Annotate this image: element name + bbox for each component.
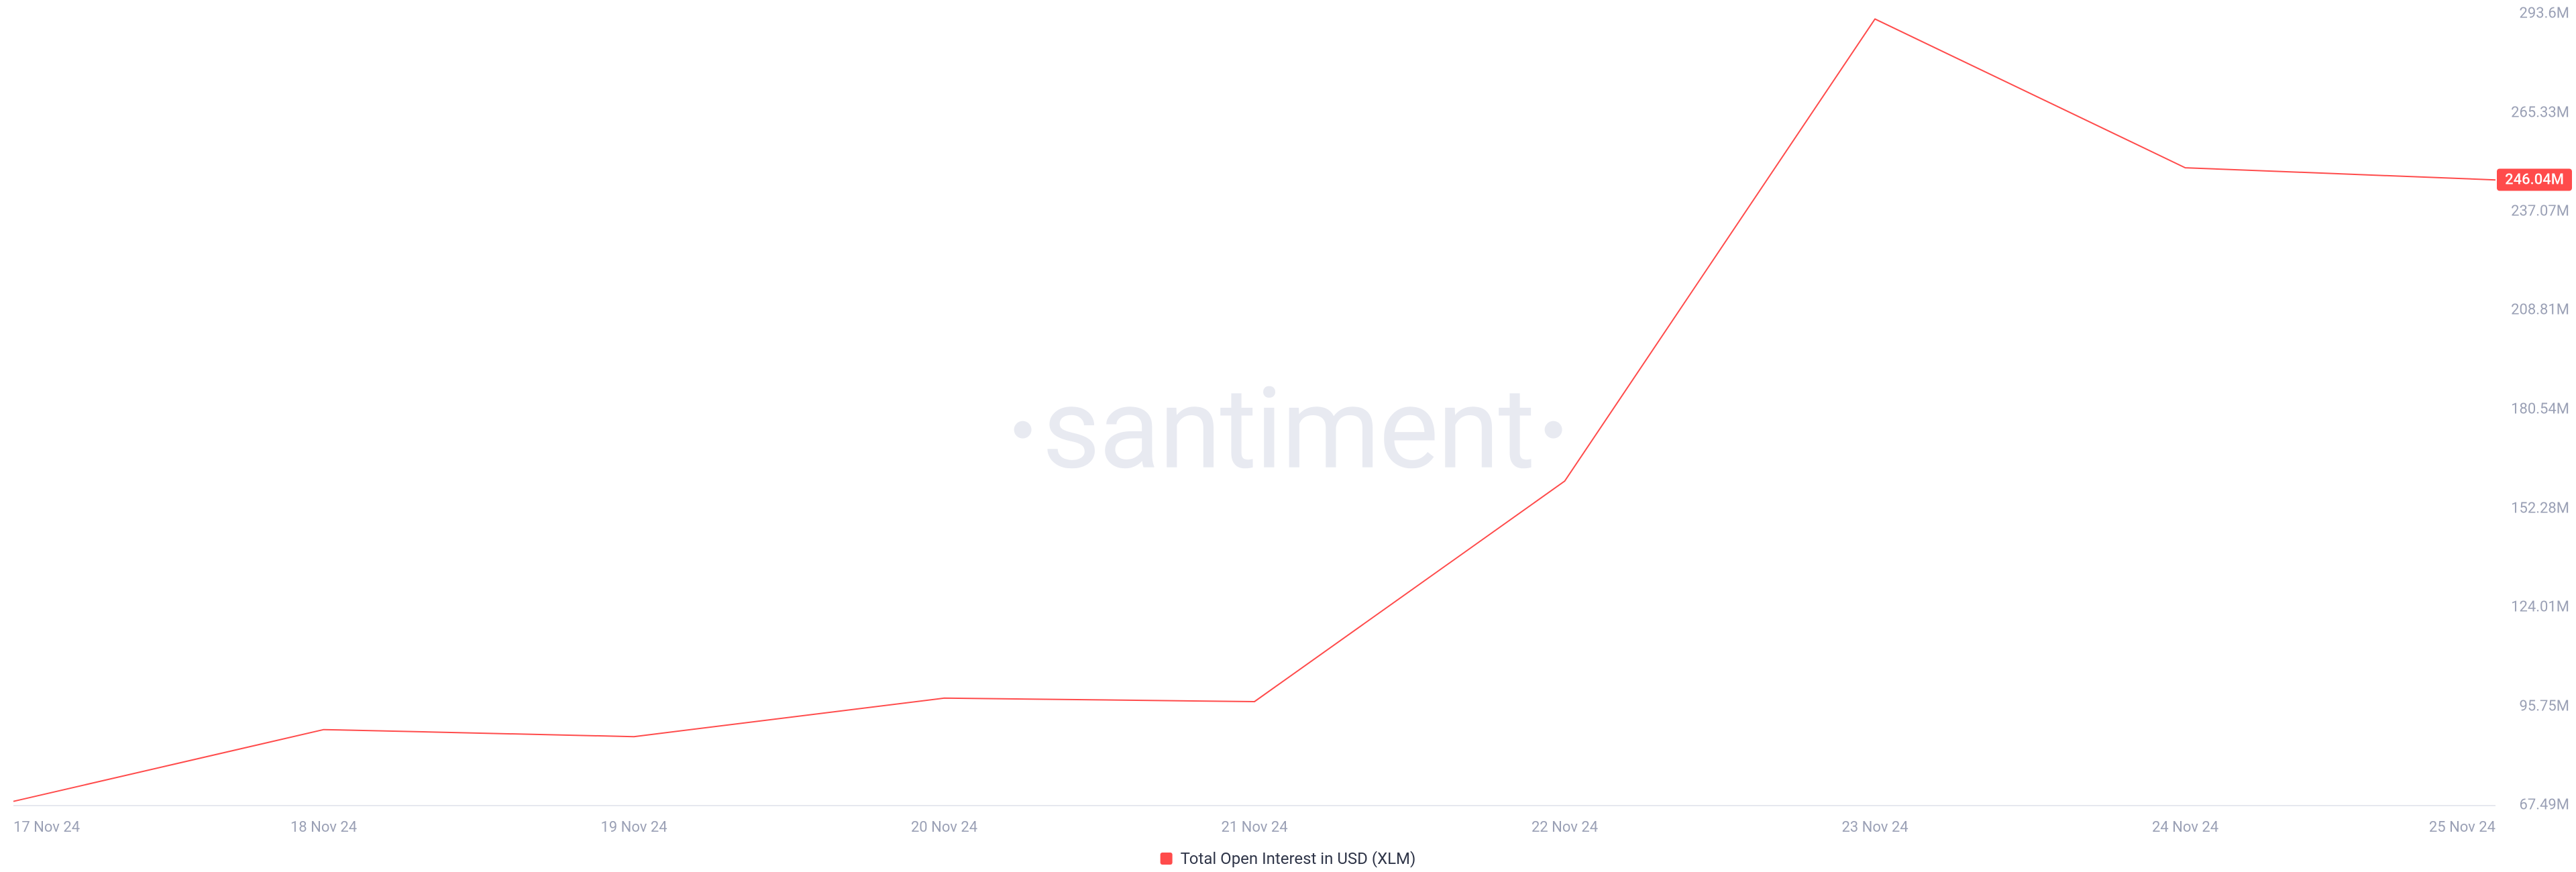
x-tick-label: 19 Nov 24 — [600, 819, 667, 836]
open-interest-chart: santiment 246.04M Total Open Interest in… — [0, 0, 2576, 872]
legend-label: Total Open Interest in USD (XLM) — [1181, 849, 1416, 868]
current-value-badge: 246.04M — [2497, 169, 2572, 191]
y-tick-label: 124.01M — [2511, 599, 2569, 616]
y-tick-label: 152.28M — [2511, 500, 2569, 516]
x-axis-line — [13, 805, 2496, 806]
x-tick-label: 23 Nov 24 — [1841, 819, 1908, 836]
x-tick-label: 25 Nov 24 — [2429, 819, 2496, 836]
x-tick-label: 24 Nov 24 — [2152, 819, 2218, 836]
x-tick-label: 20 Nov 24 — [911, 819, 977, 836]
y-tick-label: 67.49M — [2520, 797, 2569, 814]
y-tick-label: 208.81M — [2511, 302, 2569, 319]
y-tick-label: 237.07M — [2511, 203, 2569, 220]
y-tick-label: 293.6M — [2520, 5, 2569, 22]
x-tick-label: 21 Nov 24 — [1221, 819, 1287, 836]
legend: Total Open Interest in USD (XLM) — [1161, 849, 1416, 868]
series-line — [13, 19, 2496, 801]
current-value-text: 246.04M — [2505, 172, 2564, 188]
y-tick-label: 180.54M — [2511, 401, 2569, 418]
x-tick-label: 17 Nov 24 — [13, 819, 80, 836]
y-tick-label: 265.33M — [2511, 104, 2569, 121]
chart-svg — [0, 0, 2576, 872]
y-tick-label: 95.75M — [2520, 698, 2569, 714]
x-tick-label: 22 Nov 24 — [1532, 819, 1598, 836]
x-tick-label: 18 Nov 24 — [290, 819, 357, 836]
legend-swatch — [1161, 853, 1173, 865]
